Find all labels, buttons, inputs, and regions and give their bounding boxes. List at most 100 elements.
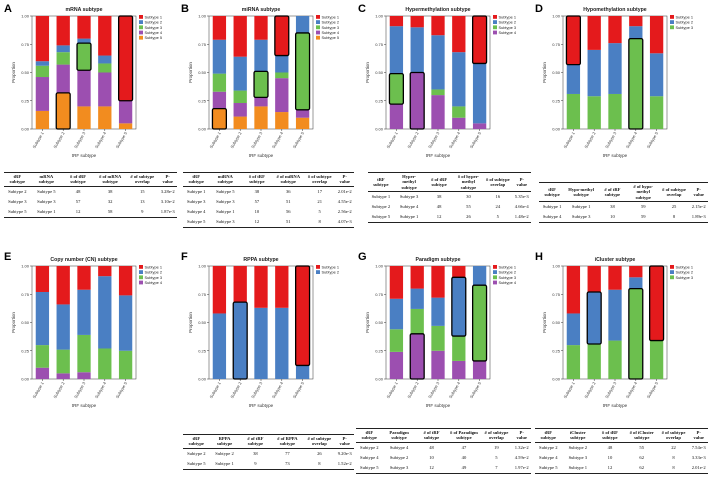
bar-segment	[35, 266, 50, 292]
table-cell: 12	[594, 462, 626, 474]
table-cell: 48	[75, 189, 81, 195]
legend-label: Subtype 4	[145, 30, 163, 35]
table-cell: 57	[75, 199, 81, 205]
table-cell: 12	[241, 216, 273, 228]
table-header-cell: Hyper-methyl subtype	[393, 172, 425, 192]
table-cell: 4.66e-4	[514, 204, 529, 210]
legend-swatch	[670, 15, 674, 19]
table-header-row: tRF subtype miRNA subtype # of tRF subtype…	[183, 172, 354, 187]
x-axis-label: tRF subtype	[249, 403, 274, 408]
bar-segment	[410, 72, 424, 129]
table-cell: 19	[494, 445, 499, 451]
table-cell: 17	[317, 189, 322, 195]
bar-segment	[118, 100, 133, 124]
bar-segment	[98, 63, 112, 73]
table-cell: Subtype 2	[360, 445, 379, 451]
legend-label: Subtype 3	[499, 275, 517, 280]
y-tick-label: 0.75	[198, 42, 207, 47]
table-cell: 9.20e-3	[337, 451, 352, 457]
table-header-cell: # of tRF subtype	[415, 428, 448, 443]
x-tick-label: Subtype 4	[94, 380, 108, 399]
x-tick-label: Subtype 4	[94, 130, 108, 149]
y-tick-label: 0.00	[552, 127, 561, 132]
y-tick-label: 0.25	[21, 348, 30, 353]
y-axis-label: Proportion	[11, 312, 16, 333]
bar-segment	[566, 93, 581, 129]
highlight-box	[471, 284, 488, 362]
legend-swatch	[670, 25, 674, 30]
bar-segment	[431, 35, 445, 90]
table-header-cell: RPPA subtype	[209, 434, 240, 449]
bar-segment	[410, 308, 424, 334]
table-cell: 12	[62, 206, 95, 218]
bar-segment	[254, 16, 268, 40]
table-cell: Subtype 4	[539, 211, 566, 223]
table-row: Subtype 4 Subtype 1 10 56 5 2.56e-2	[183, 207, 354, 217]
table-cell: 1.32e-2	[514, 445, 529, 451]
chart-title: iCluster subtype	[595, 257, 636, 263]
bar-segment	[587, 266, 601, 292]
bar-segment	[452, 16, 466, 53]
bar-segment	[608, 289, 622, 341]
legend-swatch	[493, 280, 497, 285]
legend-swatch	[670, 275, 674, 280]
bar-segment	[649, 16, 664, 54]
table-cell: 8	[303, 458, 336, 470]
table-header-cell: # of subtype overlap	[658, 182, 690, 202]
bar-segment	[98, 72, 112, 107]
bar-segment	[254, 106, 268, 129]
bar-segment	[35, 345, 50, 368]
table-cell: 9	[239, 458, 272, 470]
table-cell: 36	[286, 189, 291, 195]
x-axis-label: tRF subtype	[426, 403, 451, 408]
table-row: Subtype 4 Subtype 3 10 59 8 1.89e-3	[539, 211, 708, 223]
bar-segment	[389, 266, 404, 299]
table-cell: 16	[495, 194, 501, 200]
table-cell: Subtype 2	[539, 445, 558, 451]
table-cell: Subtype 1	[393, 211, 425, 223]
table-cell: 1.52e-2	[335, 458, 354, 470]
table-header-row: tRF subtype iCluster subtype # of tRF subt…	[535, 428, 708, 443]
legend-swatch	[316, 265, 320, 269]
bar-segment	[295, 32, 310, 110]
table-row: Subtype 1 Subtype 5 38 36 17 2.01e-2	[183, 186, 354, 197]
table-cell: 3.28e-2	[160, 189, 175, 195]
table-cell: 51	[272, 216, 304, 228]
legend-label: Subtype 3	[145, 275, 163, 280]
table-cell: Subtype 3	[186, 199, 206, 205]
table-row: Subtype 4 Subtype 3 10 62 8 3.33e-3	[535, 453, 708, 463]
bar-segment	[275, 112, 289, 129]
table-cell: 8	[657, 462, 690, 474]
table-cell: 26	[453, 211, 484, 223]
highlight-box	[211, 108, 228, 130]
bar-segment	[566, 64, 581, 94]
legend-label: Subtype 1	[322, 264, 340, 269]
highlight-box	[586, 291, 602, 345]
highlight-box	[55, 92, 71, 130]
table-cell: 48	[607, 445, 613, 451]
y-tick-label: 0.75	[375, 292, 384, 297]
table-row: Subtype 1 Subtype 1 38 59 25 2.15e-2	[539, 201, 708, 212]
legend-swatch	[493, 20, 497, 24]
table-cell: 10	[597, 211, 628, 223]
x-tick-label: Subtype 3	[250, 130, 264, 149]
legend-swatch	[493, 265, 497, 269]
bar-segment	[35, 110, 50, 129]
legend-swatch	[139, 30, 143, 35]
table-cell: Subtype 4	[360, 455, 379, 461]
chart-title: mRNA subtype	[66, 7, 103, 13]
table-row: Subtype 4 Subtype 2 10 40 5 4.59e-2	[356, 453, 531, 463]
table-cell: 77	[285, 451, 290, 457]
bar-segment	[389, 73, 404, 105]
bar-segment	[566, 16, 581, 65]
bar-segment	[452, 117, 466, 129]
legend-label: Subtype 4	[499, 280, 517, 285]
highlight-box	[232, 301, 248, 380]
table-cell: Subtype 5	[535, 462, 562, 474]
bar-segment	[431, 325, 445, 351]
legend-label: Subtype 1	[499, 14, 517, 19]
legend-label: Subtype 2	[676, 20, 694, 25]
table-header-cell: # of tRF subtype	[594, 428, 626, 443]
